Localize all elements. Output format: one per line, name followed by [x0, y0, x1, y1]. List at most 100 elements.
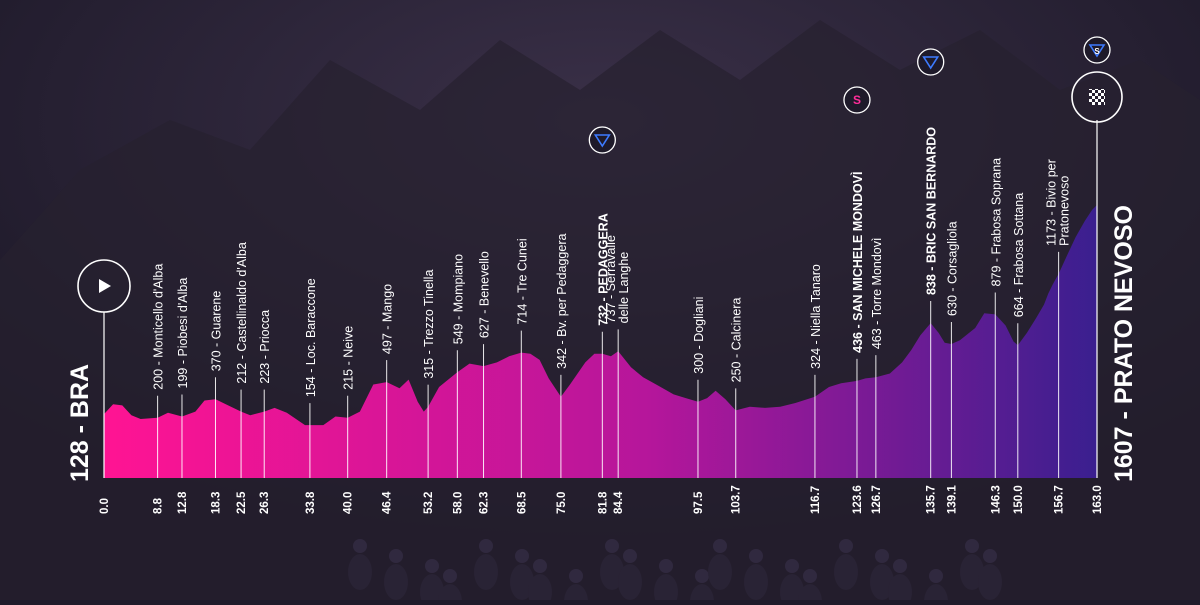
km-tick-label: 135.7 [926, 485, 938, 514]
waypoint-label: 300 - Dogliani [692, 297, 706, 374]
km-tick-label: 126.7 [871, 485, 883, 514]
waypoint-label: 549 - Mompiano [451, 254, 465, 344]
play-icon [99, 279, 111, 293]
finish-flag-icon [1089, 89, 1105, 105]
km-tick-label: 8.8 [153, 497, 165, 514]
marker-circle [917, 48, 945, 76]
waypoint-label-line2: delle Langhe [617, 252, 631, 324]
km-tick-label: 0.0 [99, 498, 111, 514]
km-tick-label: 33.8 [305, 491, 317, 514]
cyclist-head [479, 539, 493, 553]
sprint-s-triangle-icon: S [1083, 36, 1111, 64]
waypoint-label: 463 - Torre Mondovì [870, 238, 884, 350]
km-tick-label: 84.4 [613, 491, 625, 514]
km-tick-label: 68.5 [516, 491, 528, 514]
cyclist-body [978, 564, 1002, 600]
km-tick-label: 22.5 [236, 491, 248, 514]
waypoint-label: 714 - Tre Cunei [515, 238, 529, 324]
marker-triangle [1088, 44, 1106, 58]
cyclist-body [708, 554, 732, 590]
waypoint-label: 737 - Serravalle [604, 235, 618, 323]
cyclist-body [870, 564, 894, 600]
cyclist-body [420, 574, 444, 605]
marker-circle [588, 126, 616, 154]
waypoint-label: 315 - Trezzo Tinella [422, 270, 436, 379]
waypoint-label: 732 - PEDAGGERA [596, 213, 610, 326]
waypoint-label: 324 - Niella Tanaro [809, 264, 823, 369]
km-tick-label: 150.0 [1013, 485, 1025, 514]
waypoint-label: 838 - BRIC SAN BERNARDO [925, 127, 939, 295]
sprint-s-icon: S [843, 86, 871, 114]
km-tick-label: 62.3 [479, 492, 491, 514]
marker-glyph: S [1094, 47, 1100, 56]
marker-circle [1083, 36, 1111, 64]
start-label: 128 - BRA [66, 364, 94, 482]
finish-label: 1607 - PRATO NEVOSO [1110, 205, 1138, 482]
cyclist-body [960, 554, 984, 590]
cyclist-head [443, 569, 457, 583]
km-tick-label: 116.7 [810, 486, 822, 514]
cyclist-body [384, 564, 408, 600]
cyclist-body [654, 574, 678, 605]
cyclist-body [510, 564, 534, 600]
waypoint-label: 342 - Bv. per Pedaggera [555, 234, 569, 369]
cyclist-head [353, 539, 367, 553]
gpm-triangle-icon [588, 126, 616, 154]
cyclist-head [695, 569, 709, 583]
km-tick-label: 97.5 [693, 491, 705, 514]
start-circle [77, 259, 131, 313]
km-tick-label: 46.4 [382, 491, 394, 514]
marker-circle [843, 86, 871, 114]
cyclist-head [965, 539, 979, 553]
cyclist-head [569, 569, 583, 583]
cyclists-silhouette [348, 539, 1002, 605]
cyclist-body [348, 554, 372, 590]
waypoint-label: 370 - Guarene [209, 291, 223, 372]
cyclist-head [623, 549, 637, 563]
cyclist-head [605, 539, 619, 553]
cyclist-head [929, 569, 943, 583]
km-tick-label: 139.1 [946, 485, 958, 514]
marker-triangle [922, 56, 940, 70]
km-tick-label: 58.0 [452, 492, 464, 514]
cyclist-head [785, 559, 799, 573]
cyclist-body [600, 554, 624, 590]
cyclist-head [893, 559, 907, 573]
waypoint-label: 436 - SAN MICHELE MONDOVÌ [850, 172, 865, 353]
cyclist-body [618, 564, 642, 600]
cyclist-head [389, 549, 403, 563]
km-tick-label: 146.3 [990, 485, 1002, 514]
cyclist-body [744, 564, 768, 600]
cyclist-body [528, 574, 552, 605]
profile-area [104, 205, 1097, 478]
marker-triangle [593, 134, 611, 148]
km-tick-label: 81.8 [597, 491, 609, 514]
cyclist-head [713, 539, 727, 553]
waypoint-label: 200 - Monticello d'Alba [152, 264, 166, 390]
waypoint-label: 1173 - Bivio per [1045, 159, 1059, 246]
waypoint-label: 879 - Frabosa Soprana [989, 158, 1003, 287]
km-tick-label: 40.0 [343, 492, 355, 514]
waypoint-label-line2: Pratonevoso [1058, 176, 1072, 246]
km-tick-label: 18.3 [210, 492, 222, 514]
cyclist-body [834, 554, 858, 590]
waypoint-label: 630 - Corsagliola [945, 221, 959, 316]
waypoint-label: 627 - Benevello [478, 251, 492, 338]
cyclist-body [888, 574, 912, 605]
km-tick-label: 26.3 [259, 492, 271, 514]
km-tick-label: 163.0 [1092, 485, 1104, 514]
start-marker [77, 259, 131, 478]
waypoint-label: 250 - Calcinera [730, 298, 744, 383]
waypoint-label: 154 - Loc. Baraccone [304, 278, 318, 397]
km-tick-label: 53.2 [423, 492, 435, 514]
cyclist-head [425, 559, 439, 573]
waypoint-label: 497 - Mango [381, 284, 395, 354]
waypoint-label: 664 - Frabosa Sottana [1012, 193, 1026, 317]
km-tick-label: 12.8 [177, 491, 189, 514]
marker-glyph: S [853, 93, 861, 107]
waypoint-label: 215 - Neive [342, 326, 356, 390]
km-tick-label: 123.6 [852, 485, 864, 514]
cyclist-head [983, 549, 997, 563]
